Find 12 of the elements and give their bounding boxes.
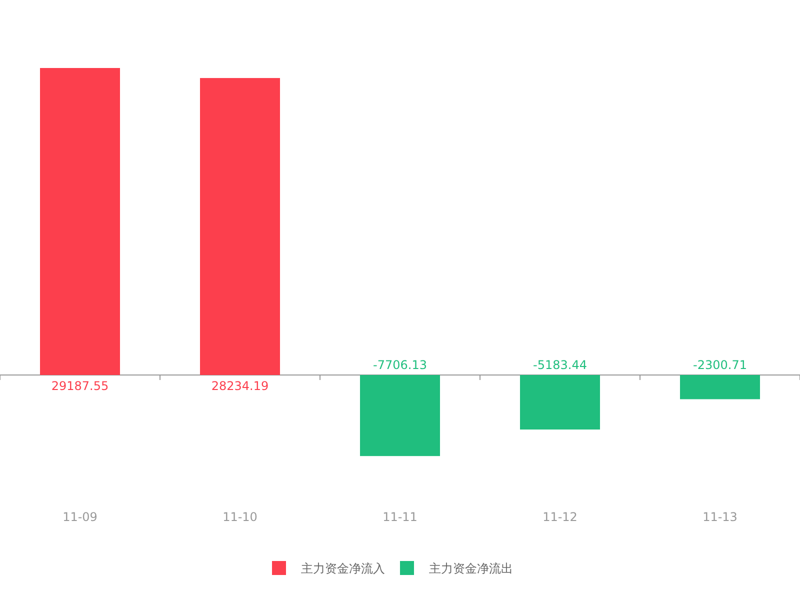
legend-label: 主力资金净流入: [301, 562, 385, 576]
x-tick-label: 11-10: [222, 510, 258, 524]
data-label: -2300.71: [693, 358, 747, 372]
x-tick-label: 11-12: [542, 510, 578, 524]
data-label: -5183.44: [533, 358, 587, 372]
x-tick-label: 11-13: [702, 510, 738, 524]
data-label: 29187.55: [51, 379, 109, 393]
data-label: -7706.13: [373, 358, 427, 372]
data-label: 28234.19: [211, 379, 269, 393]
x-tick-label: 11-11: [382, 510, 418, 524]
legend-label: 主力资金净流出: [429, 562, 513, 576]
x-tick-label: 11-09: [62, 510, 98, 524]
